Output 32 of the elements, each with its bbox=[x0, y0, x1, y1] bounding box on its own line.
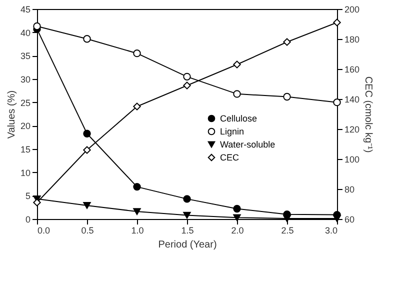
y2-tick-label: 140 bbox=[344, 94, 360, 104]
x-tick-label: 2.5 bbox=[281, 226, 294, 236]
y2-tick-label: 80 bbox=[344, 184, 355, 194]
legend-label: Water-soluble bbox=[220, 140, 276, 150]
legend-label: Lignin bbox=[220, 126, 244, 136]
y-axis-title: Values (%) bbox=[6, 90, 18, 139]
y2-axis-title: CEC (cmolc kg⁻¹) bbox=[362, 76, 374, 153]
y2-tick-label: 60 bbox=[344, 214, 355, 224]
y-tick-label: 35 bbox=[20, 51, 30, 62]
x-tick-label: 0.0 bbox=[38, 226, 50, 236]
x-tick-label: 1.0 bbox=[131, 226, 144, 236]
y-tick-label: 20 bbox=[20, 121, 30, 132]
legend-label: CEC bbox=[220, 152, 240, 162]
y-tick-label: 30 bbox=[20, 74, 30, 84]
x-axis-title: Period (Year) bbox=[158, 240, 217, 250]
y-tick-label: 10 bbox=[20, 168, 30, 178]
legend-label: Cellulose bbox=[220, 114, 258, 124]
x-tick-label: 1.5 bbox=[181, 226, 194, 236]
y2-tick-label: 100 bbox=[344, 154, 360, 164]
x-tick-label: 2.0 bbox=[231, 226, 244, 236]
y-tick-label: 45 bbox=[20, 4, 30, 14]
y-tick-label: 25 bbox=[20, 98, 30, 108]
y2-tick-label: 120 bbox=[344, 124, 360, 134]
y-tick-label: 5 bbox=[25, 191, 30, 202]
y-tick-label: 40 bbox=[20, 28, 30, 38]
y-tick-label: 0 bbox=[25, 214, 30, 224]
y-tick-label: 15 bbox=[20, 144, 30, 154]
x-tick-label: 3.0 bbox=[324, 226, 338, 236]
x-tick-label: 0.5 bbox=[81, 226, 94, 236]
y2-tick-label: 160 bbox=[344, 64, 360, 74]
y2-tick-label: 200 bbox=[344, 4, 360, 14]
y2-tick-label: 180 bbox=[344, 34, 360, 44]
